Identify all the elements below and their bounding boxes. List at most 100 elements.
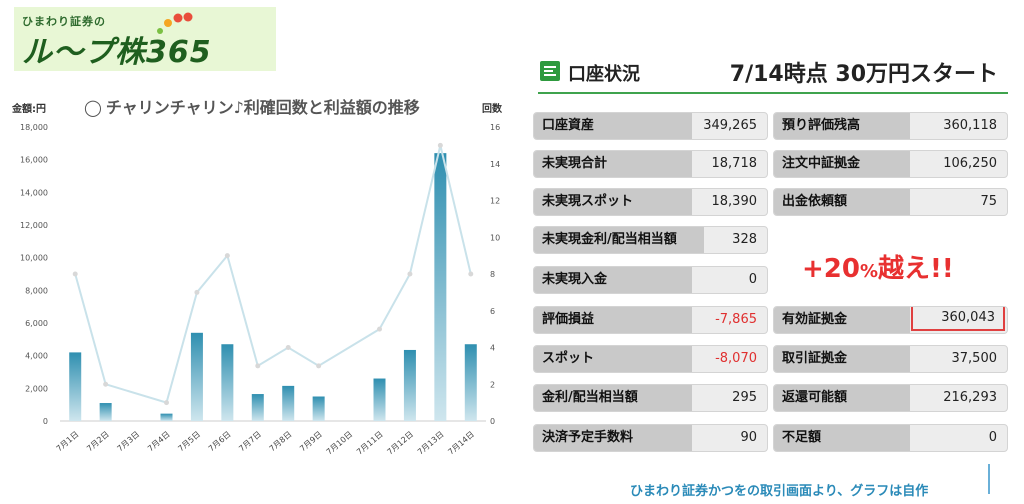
logo: ひまわり証券の ル〜プ株365 (14, 7, 276, 71)
x-tick-label: 7月4日 (146, 430, 172, 454)
account-row-value: 349,265 (703, 118, 757, 133)
count-point (468, 271, 474, 277)
right-tick-label: 8 (490, 270, 495, 279)
account-row-label: 出金依頼額 (774, 189, 910, 215)
account-row: 注文中証拠金 106,250 (773, 150, 1008, 178)
account-row-label: 決済予定手数料 (534, 425, 692, 451)
bar-mark (251, 394, 264, 421)
highlighted-value: 360,043 (911, 307, 1005, 331)
bar-mark (221, 344, 234, 421)
bar-mark (282, 385, 295, 421)
chart-title: ◯ チャリンチャリン♪利確回数と利益額の推移 (84, 94, 420, 118)
account-row-label: 評価損益 (534, 307, 692, 333)
count-point (72, 271, 78, 277)
account-row: 未実現合計 18,718 (533, 150, 768, 178)
count-point (316, 363, 322, 369)
money-bag-icon: ◯ (84, 98, 102, 117)
account-row: 評価損益 -7,865 (533, 306, 768, 334)
account-row: 決済予定手数料 90 (533, 424, 768, 452)
x-tick-label: 7月8日 (268, 430, 294, 454)
account-row: 有効証拠金 360,043 (773, 306, 1008, 334)
left-tick-label: 2,000 (25, 384, 48, 393)
right-tick-label: 4 (490, 344, 495, 353)
credit-text: ひまわり証券かつをの取引画面より、グラフは自作 (630, 484, 929, 499)
account-row-label: 未実現金利/配当相当額 (534, 227, 704, 253)
account-row-value: 106,250 (943, 156, 997, 171)
account-row-label: スポット (534, 346, 692, 372)
left-tick-label: 18,000 (20, 123, 48, 132)
account-row-label: 未実現合計 (534, 151, 692, 177)
count-point (194, 289, 200, 295)
count-point (437, 142, 443, 148)
section-title: 口座状況 (568, 64, 640, 85)
count-point (103, 381, 109, 387)
callout-percent: % (859, 261, 879, 282)
account-row-value: 75 (980, 194, 997, 209)
x-tick-label: 7月1日 (55, 430, 81, 454)
account-row-label: 取引証拠金 (774, 346, 910, 372)
right-tick-label: 14 (490, 160, 500, 169)
left-tick-label: 4,000 (25, 352, 48, 361)
left-tick-label: 14,000 (20, 188, 48, 197)
account-row: 取引証拠金 37,500 (773, 345, 1008, 373)
x-tick-label: 7月9日 (298, 430, 324, 454)
chart-title-text: チャリンチャリン♪利確回数と利益額の推移 (105, 98, 420, 117)
x-tick-label: 7月6日 (207, 430, 233, 454)
x-tick-label: 7月3日 (116, 430, 142, 454)
account-row-label: 未実現スポット (534, 189, 692, 215)
account-row-value: -7,865 (715, 312, 757, 327)
logo-dots-icon (157, 12, 193, 34)
right-tick-label: 12 (490, 197, 500, 206)
bar-mark (464, 344, 477, 421)
account-row-label: 有効証拠金 (774, 307, 910, 333)
account-row: 未実現スポット 18,390 (533, 188, 768, 216)
left-axis-label: 金額:円 (12, 104, 46, 115)
account-row-label: 預り評価残高 (774, 113, 910, 139)
account-row: 返還可能額 216,293 (773, 384, 1008, 412)
count-point (407, 271, 413, 277)
x-tick-label: 7月11日 (355, 430, 385, 457)
account-row-label: 未実現入金 (534, 267, 692, 293)
account-row-value: 90 (740, 430, 757, 445)
account-row-label: 口座資産 (534, 113, 692, 139)
account-row: 預り評価残高 360,118 (773, 112, 1008, 140)
x-tick-label: 7月2日 (85, 430, 111, 454)
account-row: 不足額 0 (773, 424, 1008, 452)
account-row-label: 金利/配当相当額 (534, 385, 692, 411)
x-tick-label: 7月7日 (237, 430, 263, 454)
left-tick-label: 0 (43, 417, 48, 426)
right-tick-label: 2 (490, 380, 495, 389)
x-tick-label: 7月14日 (446, 430, 476, 457)
count-point (377, 326, 382, 332)
account-row-label: 返還可能額 (774, 385, 910, 411)
account-panel-header: 口座状況 7/14時点 30万円スタート (538, 56, 1008, 94)
account-row: 出金依頼額 75 (773, 188, 1008, 216)
account-row-value: 37,500 (951, 351, 998, 366)
account-row-value: 18,718 (711, 156, 758, 171)
account-row-label: 注文中証拠金 (774, 151, 910, 177)
right-tick-label: 16 (490, 123, 500, 132)
left-tick-label: 8,000 (25, 286, 48, 295)
right-tick-label: 0 (490, 417, 495, 426)
x-tick-label: 7月5日 (176, 430, 202, 454)
count-point (285, 345, 291, 350)
account-row: 未実現入金 0 (533, 266, 768, 294)
callout-value: +20 (802, 254, 860, 284)
profit-callout: +20%越え!! (802, 248, 954, 285)
credit-divider (988, 464, 990, 494)
account-row-value: 18,390 (711, 194, 758, 209)
account-row-value: 216,293 (943, 390, 997, 405)
bar-mark (190, 332, 203, 421)
count-point (164, 400, 169, 406)
bar-mark (373, 378, 386, 421)
right-axis-label: 回数 (482, 104, 502, 115)
bar-mark (434, 153, 447, 421)
account-row: 金利/配当相当額 295 (533, 384, 768, 412)
document-icon (540, 61, 560, 81)
x-tick-label: 7月13日 (416, 430, 446, 457)
left-tick-label: 16,000 (20, 156, 48, 165)
account-row-label: 不足額 (774, 425, 910, 451)
account-row-value: 295 (732, 390, 757, 405)
account-row-value: -8,070 (715, 351, 757, 366)
bar-mark (160, 413, 173, 421)
